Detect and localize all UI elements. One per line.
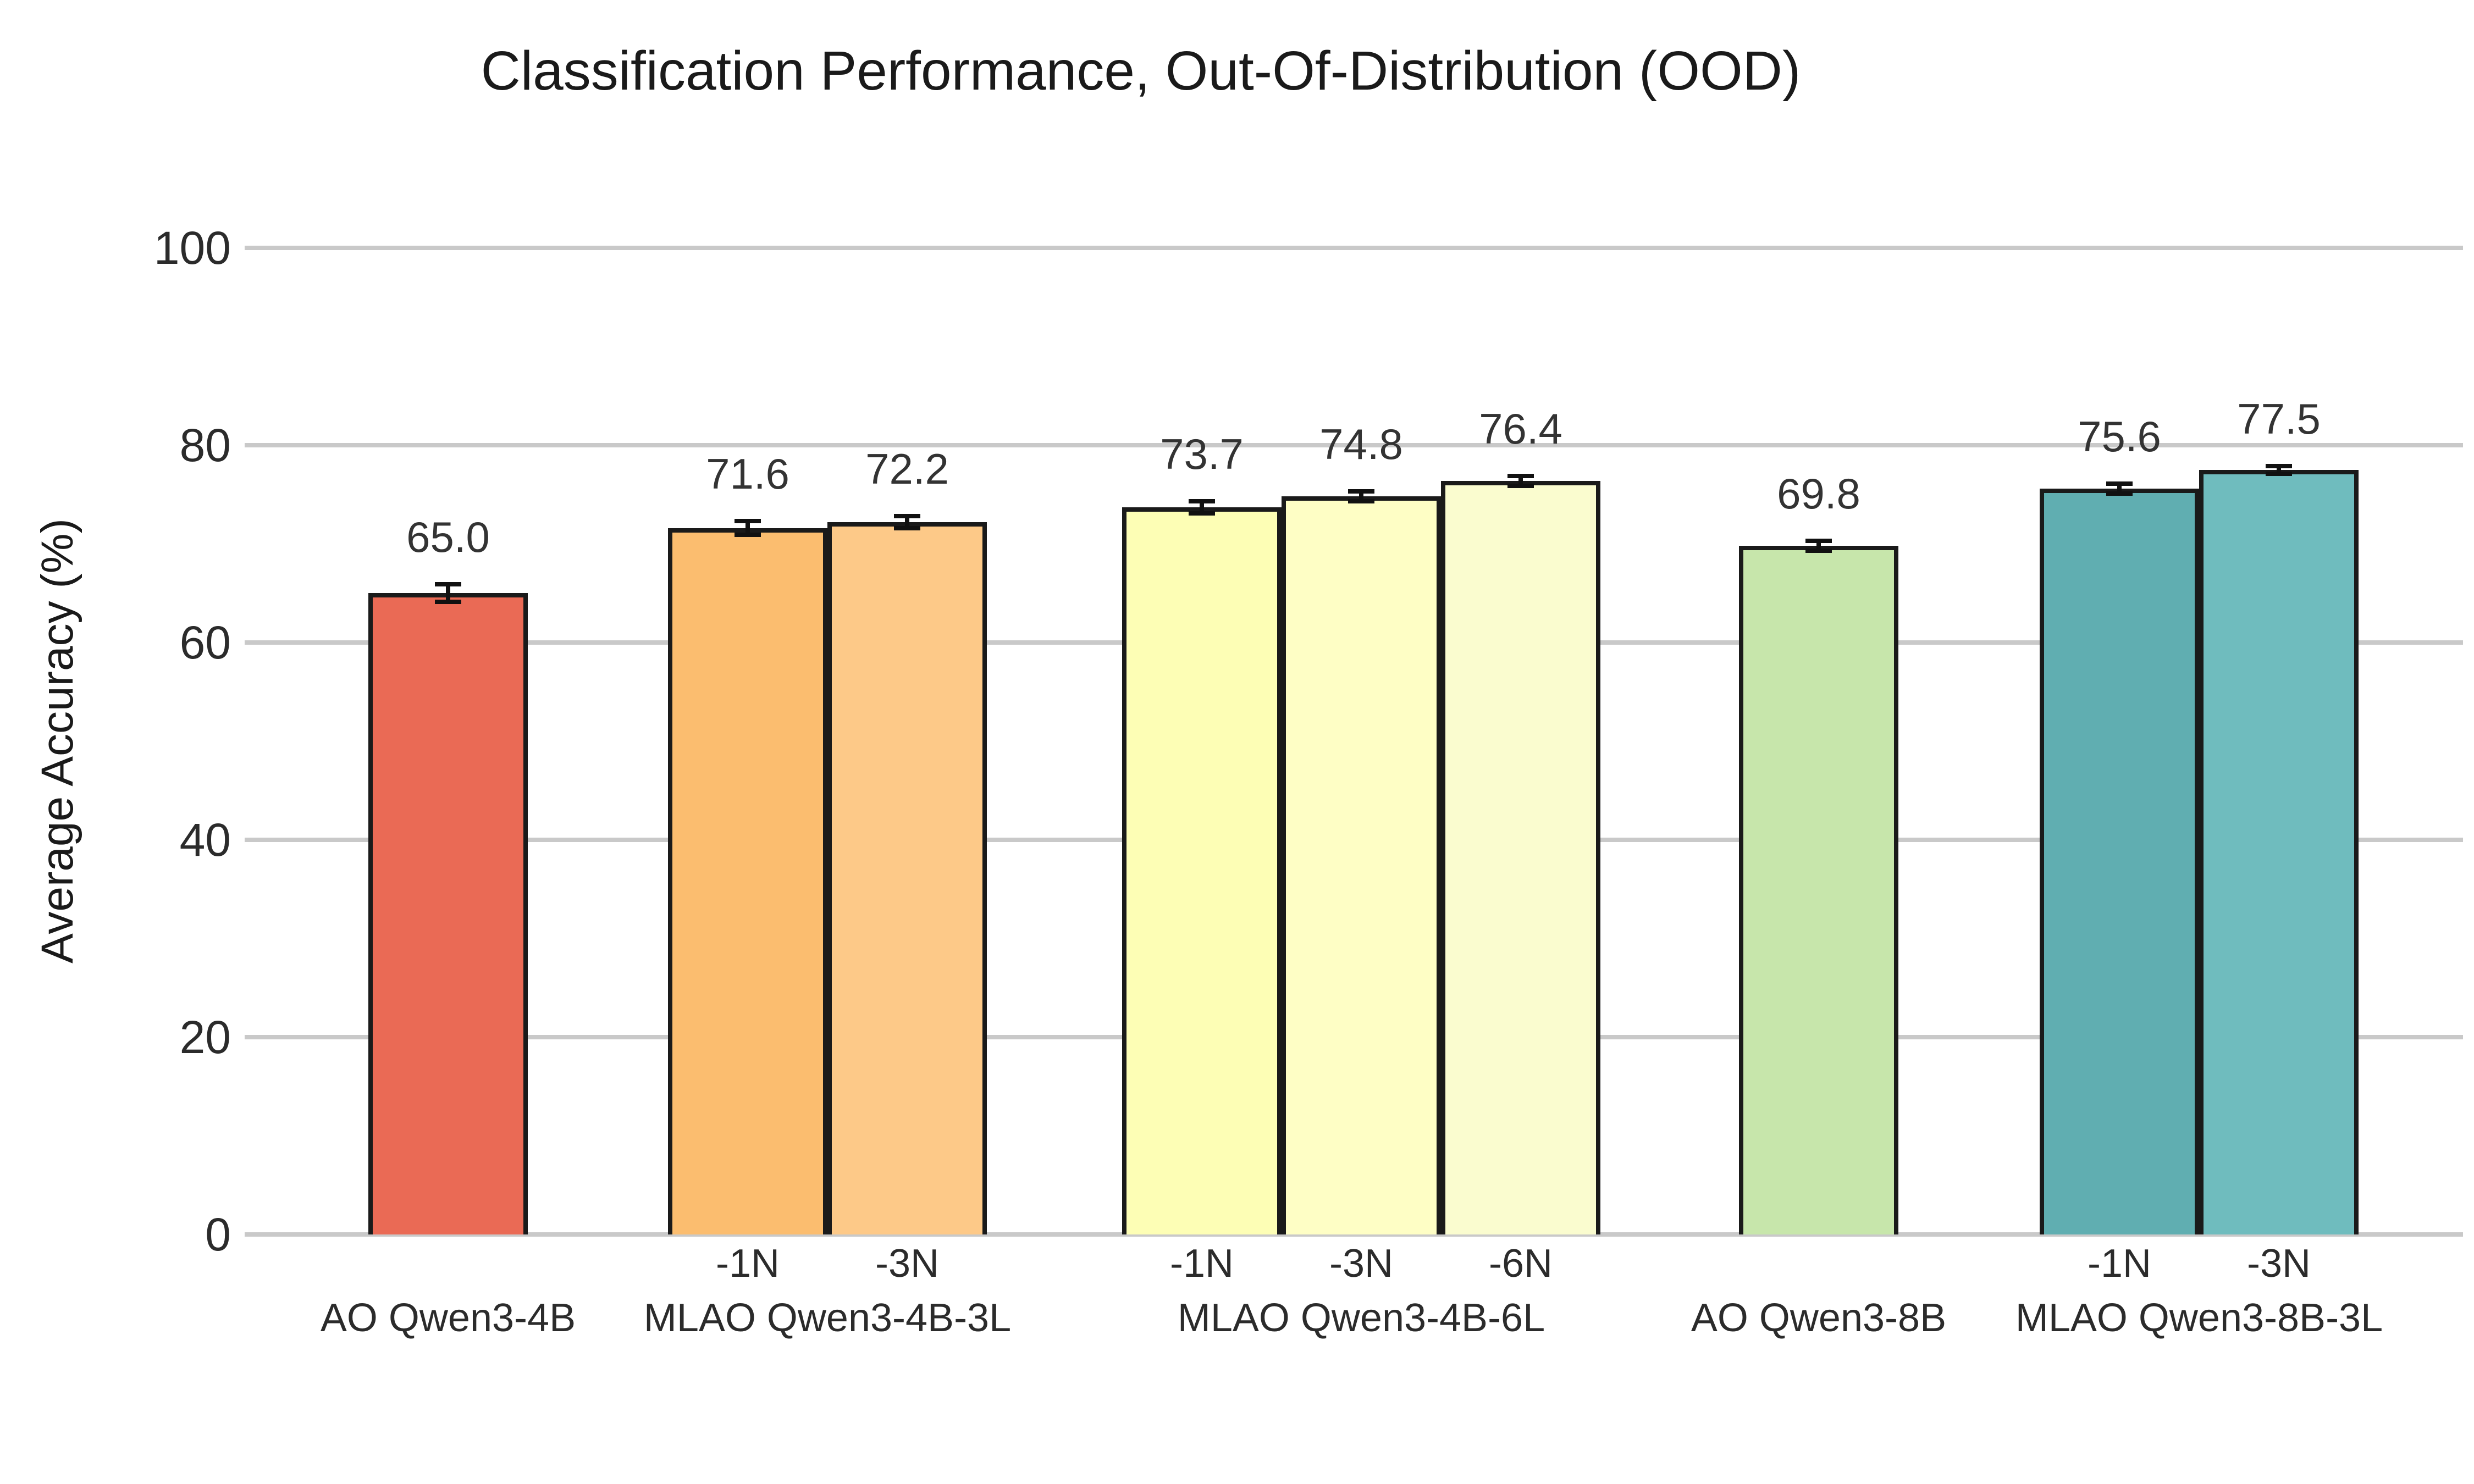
gridline-y-100 <box>245 246 2463 250</box>
bar-value-label-mlao-qwen3-4b-6l-1n: 73.7 <box>1160 430 1244 479</box>
bar-value-label-mlao-qwen3-4b-3l-3n: 72.2 <box>865 445 949 494</box>
error-bar-cap-top <box>1189 499 1215 504</box>
chart-title: Classification Performance, Out-Of-Distr… <box>481 40 1801 102</box>
x-group-label-2: MLAO Qwen3-4B-6L <box>1177 1296 1545 1340</box>
error-bar-cap-top <box>435 582 461 587</box>
error-bar-cap-top <box>2106 481 2133 486</box>
y-tick-label-60: 60 <box>179 617 231 668</box>
error-bar-cap-top <box>1507 473 1534 478</box>
bar-mlao-qwen3-4b-3l-3n <box>827 522 987 1234</box>
bar-value-label-mlao-qwen3-4b-6l-3n: 74.8 <box>1319 420 1403 469</box>
error-bar-cap-top <box>1348 489 1374 494</box>
bar-mlao-qwen3-8b-3l-3n <box>2199 469 2359 1234</box>
y-tick-label-100: 100 <box>153 222 231 274</box>
error-bar-cap-bottom <box>2106 491 2133 496</box>
error-bar-mlao-qwen3-4b-3l-1n <box>745 521 750 535</box>
error-bar-mlao-qwen3-8b-3l-3n <box>2277 466 2281 474</box>
error-bar-cap-bottom <box>435 600 461 605</box>
bar-mlao-qwen3-4b-6l-6n <box>1441 480 1600 1234</box>
bar-value-label-mlao-qwen3-4b-3l-1n: 71.6 <box>706 450 789 499</box>
bar-value-label-ao-qwen3-4b: 65.0 <box>406 513 490 562</box>
x-sub-label-mlao-qwen3-4b-6l-6n: -6N <box>1488 1242 1553 1286</box>
error-bar-mlao-qwen3-4b-6l-6n <box>1518 475 1523 486</box>
y-tick-label-80: 80 <box>179 419 231 471</box>
y-tick-label-40: 40 <box>179 814 231 866</box>
x-sub-label-mlao-qwen3-8b-3l-3n: -3N <box>2246 1242 2311 1286</box>
error-bar-cap-top <box>2266 463 2292 468</box>
bar-value-label-ao-qwen3-8b: 69.8 <box>1777 469 1860 518</box>
x-sub-label-mlao-qwen3-4b-3l-3n: -3N <box>875 1242 939 1286</box>
error-bar-cap-top <box>1805 539 1832 544</box>
gridline-y-0 <box>245 1232 2463 1237</box>
error-bar-cap-bottom <box>1189 511 1215 516</box>
x-group-label-3: AO Qwen3-8B <box>1691 1296 1947 1340</box>
error-bar-cap-bottom <box>735 533 761 538</box>
error-bar-cap-top <box>894 514 920 519</box>
y-tick-label-0: 0 <box>205 1209 231 1260</box>
y-tick-label-20: 20 <box>179 1011 231 1063</box>
bar-value-label-mlao-qwen3-4b-6l-6n: 76.4 <box>1479 404 1562 453</box>
error-bar-cap-bottom <box>894 525 920 530</box>
error-bar-mlao-qwen3-8b-3l-1n <box>2117 484 2122 494</box>
gridline-y-80 <box>245 443 2463 447</box>
error-bar-cap-bottom <box>1507 483 1534 488</box>
x-group-label-0: AO Qwen3-4B <box>320 1296 576 1340</box>
error-bar-ao-qwen3-8b <box>1816 541 1821 551</box>
x-group-label-4: MLAO Qwen3-8B-3L <box>2015 1296 2383 1340</box>
bar-value-label-mlao-qwen3-8b-3l-3n: 77.5 <box>2237 394 2321 443</box>
x-sub-label-mlao-qwen3-4b-6l-3n: -3N <box>1329 1242 1393 1286</box>
x-group-label-1: MLAO Qwen3-4B-3L <box>643 1296 1012 1340</box>
x-sub-label-mlao-qwen3-8b-3l-1n: -1N <box>2087 1242 2151 1286</box>
error-bar-cap-bottom <box>1805 549 1832 553</box>
error-bar-cap-top <box>735 519 761 524</box>
x-sub-label-mlao-qwen3-4b-6l-1n: -1N <box>1169 1242 1234 1286</box>
error-bar-mlao-qwen3-4b-6l-3n <box>1359 491 1363 502</box>
bar-mlao-qwen3-4b-3l-1n <box>668 528 827 1234</box>
bar-mlao-qwen3-8b-3l-1n <box>2040 488 2199 1234</box>
error-bar-cap-bottom <box>2266 472 2292 477</box>
y-axis-label: Average Accuracy (%) <box>32 518 82 964</box>
error-bar-mlao-qwen3-4b-6l-1n <box>1200 501 1204 513</box>
error-bar-ao-qwen3-4b <box>446 584 450 602</box>
bar-mlao-qwen3-4b-6l-1n <box>1122 507 1282 1234</box>
bar-mlao-qwen3-4b-6l-3n <box>1282 496 1441 1234</box>
x-sub-label-mlao-qwen3-4b-3l-1n: -1N <box>715 1242 780 1286</box>
bar-ao-qwen3-8b <box>1739 546 1898 1234</box>
error-bar-cap-bottom <box>1348 499 1374 504</box>
bar-ao-qwen3-4b <box>368 593 528 1234</box>
error-bar-mlao-qwen3-4b-3l-3n <box>905 516 909 528</box>
bar-value-label-mlao-qwen3-8b-3l-1n: 75.6 <box>2078 412 2161 461</box>
